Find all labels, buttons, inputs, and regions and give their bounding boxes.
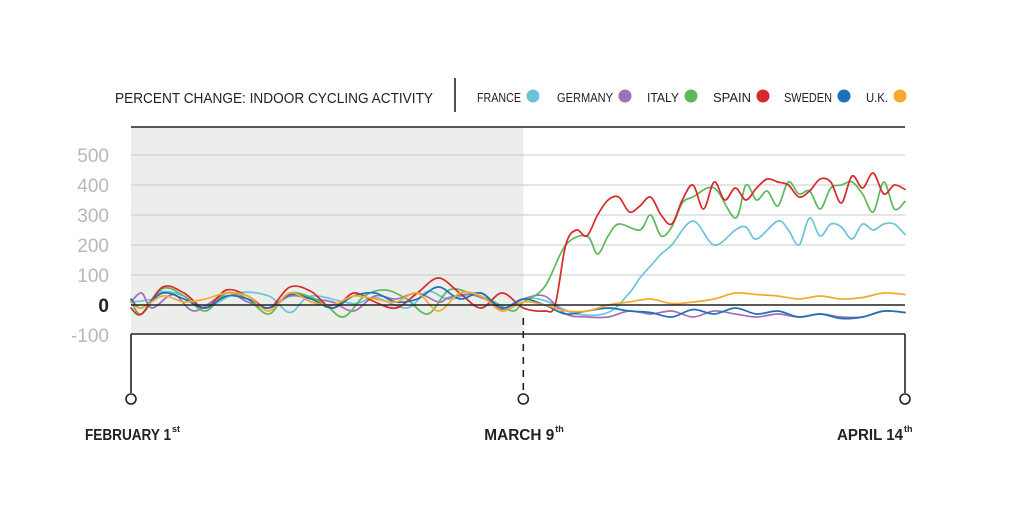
y-tick-label: 0 [98,296,109,317]
y-tick-label: 100 [77,266,109,287]
series-line-spain [130,172,906,316]
timeline-dot-marker [517,393,530,405]
legend: FRANCE GERMANY ITALY SPAIN SWEDEN U.K. [477,89,907,105]
x-label-superscript: st [172,424,180,434]
legend-swatch [684,89,698,103]
legend-swatch [526,89,540,103]
legend-label: FRANCE [477,90,521,105]
series-line-uk [130,291,906,313]
legend-swatch [618,89,632,103]
legend-label: ITALY [647,90,679,105]
legend-label: SWEDEN [784,90,832,105]
timeline-dot-end [899,393,911,405]
x-label-superscript: th [555,424,564,434]
x-label: FEBRUARY 1 [85,427,171,444]
y-axis-ticks: 500 400 300 200 100 0 -100 [71,146,109,347]
y-tick-label: -100 [71,326,109,347]
legend-swatch [837,89,851,103]
grid-lines [131,154,905,276]
y-tick-label: 300 [77,206,109,227]
legend-swatch [756,89,770,103]
x-label: APRIL 14 [837,427,903,444]
legend-label: GERMANY [557,90,613,105]
x-label-superscript: th [904,424,913,434]
y-tick-label: 400 [77,176,109,197]
timeline [125,318,911,405]
legend-label: SPAIN [713,90,751,105]
timeline-dot-start [125,393,137,405]
x-label: MARCH 9 [484,427,554,444]
shaded-period [131,127,524,334]
legend-swatch [893,89,907,103]
y-tick-label: 500 [77,146,109,167]
series-line-sweden [130,286,906,320]
y-tick-label: 200 [77,236,109,257]
chart-title: PERCENT CHANGE: INDOOR CYCLING ACTIVITY [115,90,433,107]
legend-label: U.K. [866,90,888,105]
series-line-france [130,217,906,317]
